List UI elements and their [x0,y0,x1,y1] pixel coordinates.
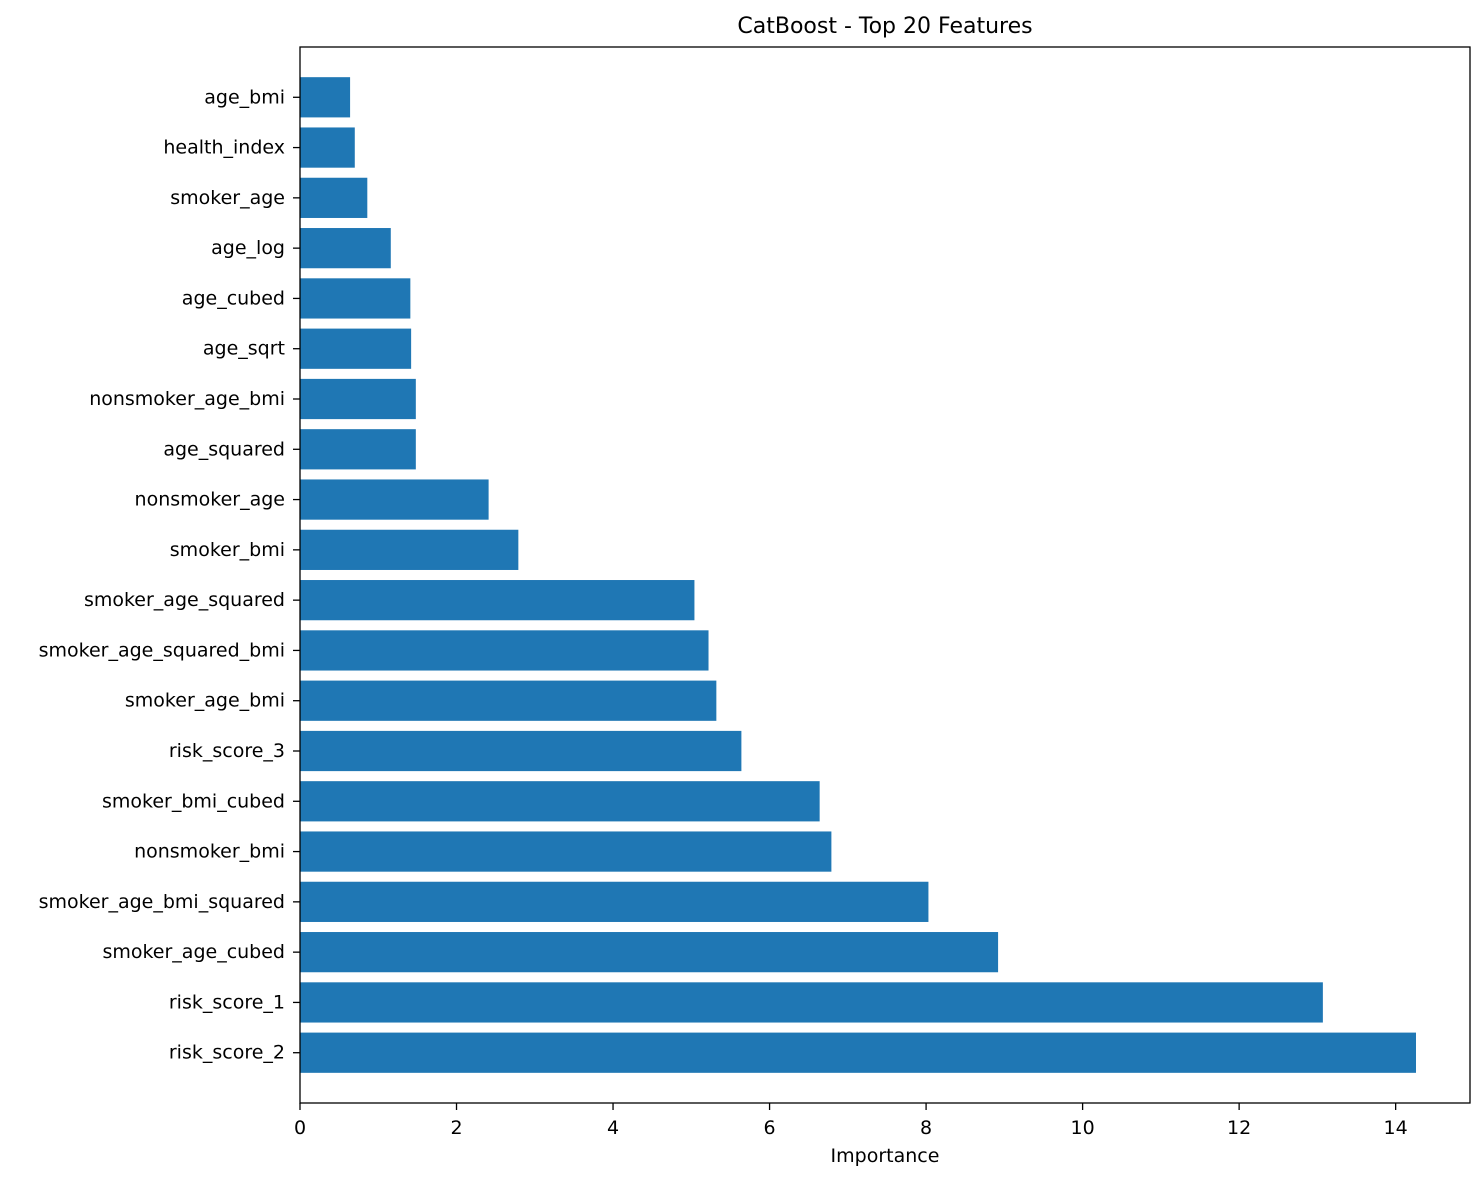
bar-age-sqrt [300,328,412,369]
y-tick-label: risk_score_2 [169,1042,285,1064]
y-axis-ticks: risk_score_2 risk_score_1 smoker_age_cubed… [39,86,300,1064]
bar-smoker-bmi-cubed [300,781,820,822]
x-tick-label: 2 [450,1117,462,1139]
plot-frame [299,46,1471,1104]
y-tick-label: health_index [163,137,285,159]
y-tick-label: age_cubed [182,287,285,309]
bar-smoker-age-squared [300,580,695,621]
bar-risk-score-2 [300,1032,1416,1073]
y-tick-label: risk_score_1 [169,991,285,1013]
y-tick-label: age_bmi [204,86,285,108]
y-tick-label: smoker_age_squared [84,589,285,611]
y-tick-label: age_squared [163,438,285,460]
y-tick-label: smoker_bmi [170,539,285,561]
x-tick-label: 12 [1227,1117,1251,1139]
bars-group [300,77,1416,1073]
y-tick-label: nonsmoker_bmi [134,841,285,863]
bar-smoker-age-bmi-squared [300,881,929,922]
bar-risk-score-1 [300,982,1323,1023]
y-tick-label: smoker_bmi_cubed [102,790,285,812]
bar-age-cubed [300,278,411,319]
x-tick-label: 14 [1384,1117,1408,1139]
x-tick-label: 10 [1071,1117,1095,1139]
bar-smoker-bmi [300,529,519,570]
y-tick-label: smoker_age_bmi_squared [39,891,285,913]
y-tick-label: smoker_age_squared_bmi [39,639,285,661]
bar-smoker-age [300,177,368,218]
bar-nonsmoker-age-bmi [300,378,416,420]
y-tick-label: age_sqrt [203,338,285,360]
bar-nonsmoker-bmi [300,831,832,872]
bar-smoker-age-bmi [300,680,717,721]
x-tick-label: 6 [764,1117,776,1139]
bar-risk-score-3 [300,730,742,772]
x-tick-label: 0 [294,1117,306,1139]
bar-smoker-age-cubed [300,932,999,973]
y-tick-label: smoker_age_bmi [125,690,285,712]
bar-age-squared [300,429,416,470]
x-tick-label: 8 [920,1117,932,1139]
y-tick-label: smoker_age [170,187,285,209]
y-tick-label: smoker_age_cubed [102,941,285,963]
bar-age-bmi [300,77,351,118]
y-tick-label: risk_score_3 [169,740,285,762]
x-axis-ticks: 0 2 4 6 8 10 12 14 [294,1103,1408,1139]
bar-nonsmoker-age [300,479,489,520]
x-axis-label: Importance [831,1145,940,1167]
y-tick-label: nonsmoker_age_bmi [89,388,285,410]
chart-title: CatBoost - Top 20 Features [737,14,1032,39]
bar-age-log [300,228,391,269]
bar-health-index [300,127,355,168]
y-tick-label: age_log [211,237,285,259]
x-tick-label: 4 [607,1117,619,1139]
bar-smoker-age-squared-bmi [300,630,709,671]
y-tick-label: nonsmoker_age [135,489,285,511]
